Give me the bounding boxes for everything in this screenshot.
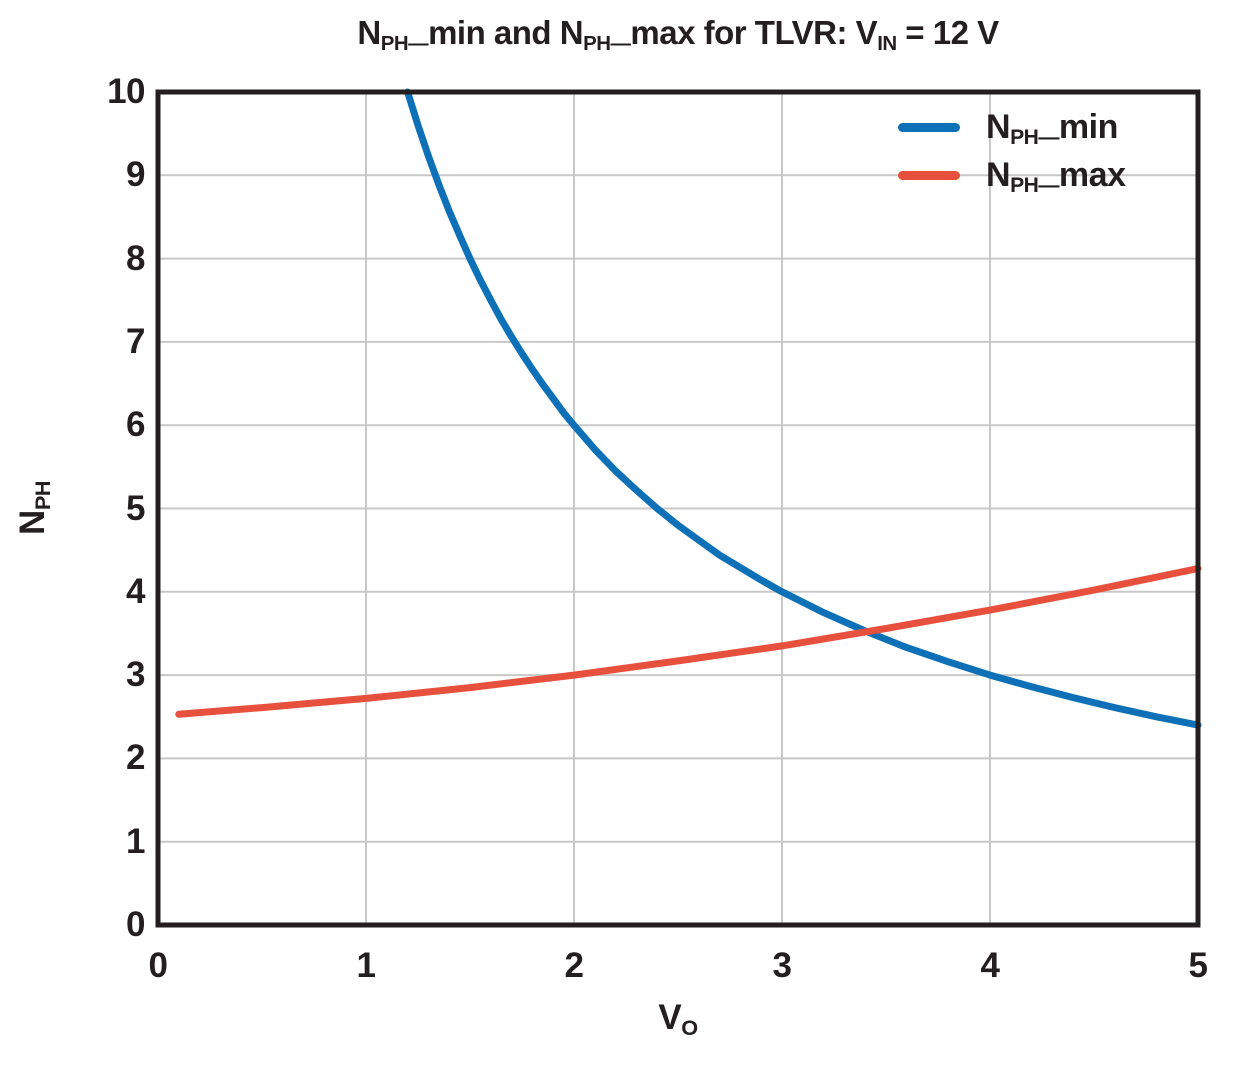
x-axis-label: VO [158, 998, 1198, 1041]
legend-label: NPH—max [986, 156, 1126, 197]
y-tick-label: 4 [126, 571, 145, 611]
y-tick-label: 0 [126, 905, 145, 944]
legend-item-nph-max: NPH—max [898, 154, 1126, 197]
series-line-nph-max [175, 565, 1202, 718]
legend-item-nph-min: NPH—min [898, 106, 1125, 149]
legend-line-swatch [898, 171, 960, 180]
x-tick-label: 0 [148, 946, 168, 985]
y-tick-label: 6 [126, 405, 145, 445]
text-subscript: PH— [1010, 125, 1059, 149]
y-tick-label: 8 [126, 238, 145, 278]
y-tick-label: 3 [126, 655, 145, 695]
x-tick-label: 4 [980, 946, 1000, 985]
text-subscript: PH— [583, 31, 631, 55]
text-segment: = 12 V [896, 14, 999, 51]
text-segment: min [1058, 108, 1118, 146]
legend-line-swatch [898, 123, 960, 132]
text-segment: N [986, 156, 1011, 194]
y-tick-label: 7 [126, 321, 145, 361]
text-segment: V [658, 998, 682, 1037]
y-tick-label: 10 [107, 72, 145, 111]
y-tick-label: 9 [126, 155, 145, 195]
y-tick-label: 5 [126, 488, 145, 528]
y-tick-label: 2 [126, 738, 145, 778]
y-axis-label: NPH [13, 481, 56, 535]
x-tick-label: 1 [356, 946, 376, 985]
text-subscript: O [681, 1015, 698, 1041]
x-tick-label: 2 [564, 946, 584, 985]
text-segment: min and N [428, 14, 584, 51]
text-segment: max [1058, 156, 1126, 194]
text-segment: N [986, 108, 1011, 146]
series-line-nph-min [404, 88, 1202, 729]
text-segment: N [13, 510, 52, 535]
text-segment: max for TLVR: V [630, 14, 878, 51]
y-tick-label: 1 [126, 821, 145, 861]
chart-title: NPH—min and NPH—max for TLVR: VIN = 12 V [158, 14, 1198, 55]
text-subscript: PH— [380, 31, 429, 55]
legend-label: NPH—min [986, 108, 1118, 149]
x-tick-label: 3 [772, 946, 792, 985]
text-subscript: PH— [1010, 173, 1059, 197]
text-subscript: PH [30, 481, 56, 511]
plot-frame [155, 89, 1201, 928]
text-subscript: IN [877, 31, 897, 55]
legend: NPH—min NPH—max [898, 106, 1126, 197]
x-tick-label: 5 [1188, 946, 1208, 985]
text-segment: N [357, 14, 381, 51]
